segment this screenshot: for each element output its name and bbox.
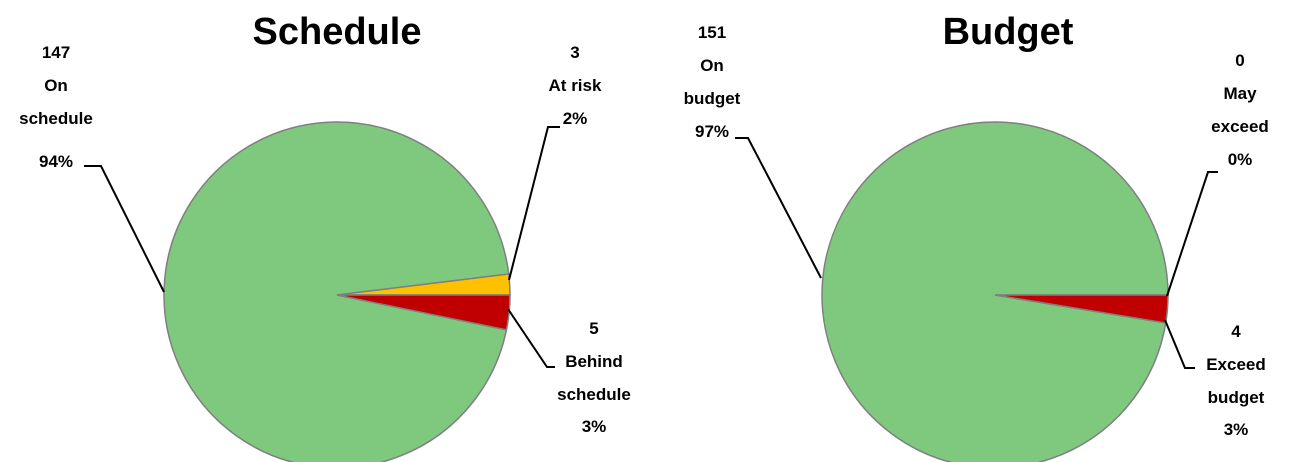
schedule-label-on-schedule-count: 147 <box>42 43 70 62</box>
schedule-label-at-risk: 3 At risk 2% <box>549 43 602 128</box>
budget-chart: Budget 151 On budget 97% 0 May exceed 0%… <box>684 11 1269 462</box>
budget-label-exceed-budget: 4 Exceed budget 3% <box>1206 322 1266 439</box>
schedule-label-behind-schedule-name-2: schedule <box>557 385 631 404</box>
budget-label-exceed-budget-count: 4 <box>1231 322 1241 341</box>
budget-label-on-budget-name-1: On <box>700 56 724 75</box>
schedule-label-behind-schedule-name-1: Behind <box>565 352 623 371</box>
schedule-label-on-schedule-name-1: On <box>44 76 68 95</box>
budget-label-may-exceed-name-1: May <box>1223 84 1257 103</box>
budget-label-on-budget-count: 151 <box>698 23 726 42</box>
budget-label-on-budget-percent: 97% <box>695 122 729 141</box>
schedule-label-behind-schedule: 5 Behind schedule 3% <box>557 319 631 436</box>
schedule-leader-behind-schedule <box>507 308 555 368</box>
schedule-label-at-risk-name: At risk <box>549 76 602 95</box>
budget-leader-may-exceed <box>1166 171 1218 297</box>
budget-label-exceed-budget-name-1: Exceed <box>1206 355 1266 374</box>
schedule-slice-on-schedule <box>163 121 510 462</box>
schedule-leader-on-schedule <box>84 165 165 293</box>
schedule-leader-at-risk <box>508 126 560 281</box>
schedule-label-behind-schedule-percent: 3% <box>582 417 607 436</box>
budget-label-on-budget: 151 On budget 97% <box>684 23 741 141</box>
schedule-label-behind-schedule-count: 5 <box>589 319 598 338</box>
schedule-chart: Schedule 147 On schedule 94% 3 At risk 2… <box>19 11 631 462</box>
schedule-chart-title: Schedule <box>253 11 422 53</box>
budget-label-exceed-budget-name-2: budget <box>1208 388 1265 407</box>
budget-label-may-exceed-name-2: exceed <box>1211 117 1269 136</box>
schedule-label-on-schedule-name-2: schedule <box>19 109 93 128</box>
budget-label-may-exceed-percent: 0% <box>1228 150 1253 169</box>
budget-label-may-exceed-count: 0 <box>1235 51 1244 70</box>
budget-leader-on-budget <box>735 137 822 279</box>
schedule-slice-behind-schedule <box>336 294 511 331</box>
schedule-label-on-schedule: 147 On schedule 94% <box>19 43 93 171</box>
budget-label-may-exceed: 0 May exceed 0% <box>1211 51 1269 169</box>
schedule-label-on-schedule-percent: 94% <box>39 152 73 171</box>
schedule-label-at-risk-percent: 2% <box>563 109 588 128</box>
budget-chart-title: Budget <box>943 11 1074 53</box>
budget-leader-exceed-budget <box>1164 319 1195 369</box>
budget-label-on-budget-name-2: budget <box>684 89 741 108</box>
budget-slice-on-budget <box>821 121 1169 462</box>
budget-label-exceed-budget-percent: 3% <box>1224 420 1249 439</box>
schedule-label-at-risk-count: 3 <box>570 43 579 62</box>
